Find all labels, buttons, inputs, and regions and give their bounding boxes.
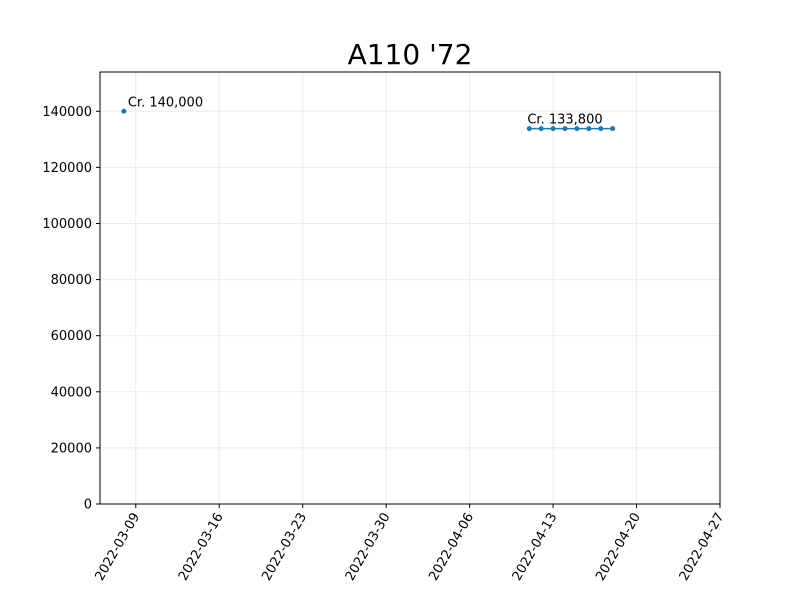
data-point xyxy=(538,126,544,132)
y-tick-label: 60000 xyxy=(51,329,92,344)
data-point xyxy=(574,126,580,132)
data-label: Cr. 140,000 xyxy=(128,95,203,110)
y-tick-label: 100000 xyxy=(42,217,92,232)
data-point xyxy=(121,108,127,114)
x-tick-label: 2022-04-20 xyxy=(593,511,644,584)
y-axis: 0 20000 40000 60000 80000 100000 120000 140000 xyxy=(42,105,100,513)
x-tick-label: 2022-04-27 xyxy=(677,511,728,584)
data-point xyxy=(586,126,592,132)
y-tick-label: 0 xyxy=(84,498,92,513)
series-layer xyxy=(121,108,616,132)
y-tick-label: 120000 xyxy=(42,161,92,176)
chart-title: A110 '72 xyxy=(348,38,473,71)
x-tick-label: 2022-03-30 xyxy=(343,511,394,584)
x-tick-label: 2022-03-16 xyxy=(176,511,227,584)
x-tick-label: 2022-03-09 xyxy=(92,511,143,584)
annotations-layer: Cr. 140,000 Cr. 133,800 xyxy=(128,95,603,127)
grid xyxy=(100,72,721,505)
x-tick-label: 2022-03-23 xyxy=(259,511,310,584)
data-point xyxy=(550,126,556,132)
data-label: Cr. 133,800 xyxy=(527,113,602,128)
y-tick-label: 140000 xyxy=(42,105,92,120)
x-tick-label: 2022-04-06 xyxy=(426,511,477,584)
x-tick-label: 2022-04-13 xyxy=(510,511,561,584)
data-point xyxy=(598,126,604,132)
x-axis: 2022-03-09 2022-03-16 2022-03-23 2022-03-30… xyxy=(92,504,727,583)
y-tick-label: 80000 xyxy=(51,273,92,288)
y-tick-label: 20000 xyxy=(51,441,92,456)
data-point xyxy=(526,126,532,132)
data-point xyxy=(562,126,568,132)
data-point xyxy=(610,126,616,132)
y-tick-label: 40000 xyxy=(51,385,92,400)
plot-frame xyxy=(99,71,721,505)
